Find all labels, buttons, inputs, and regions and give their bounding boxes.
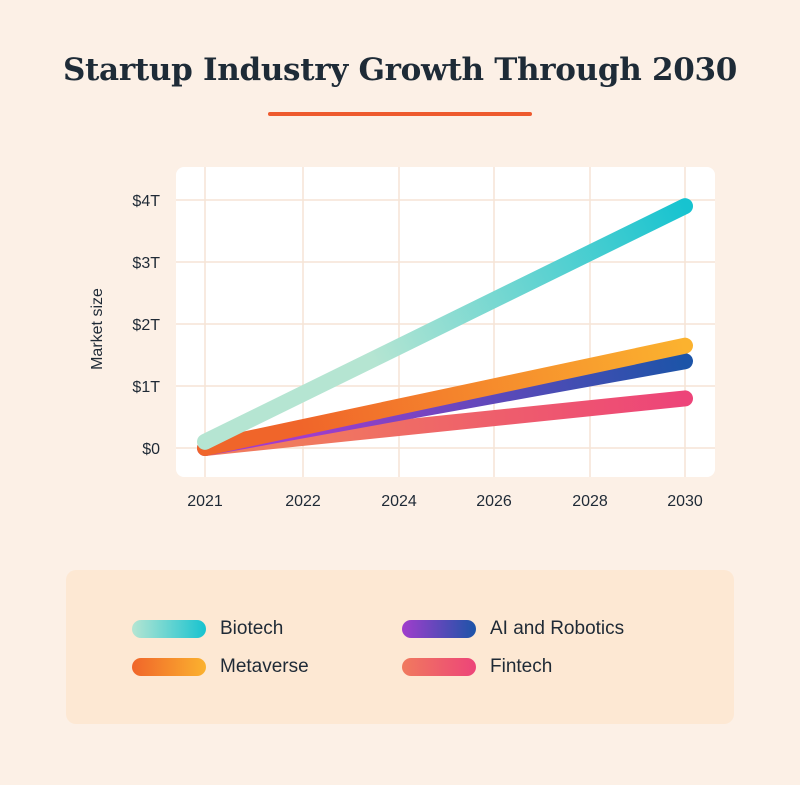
y-axis-label: Market size bbox=[89, 288, 106, 370]
series-group bbox=[197, 198, 693, 456]
legend-swatch bbox=[132, 658, 206, 676]
title-underline bbox=[268, 112, 532, 116]
legend-swatch bbox=[402, 658, 476, 676]
y-tick-label: $0 bbox=[142, 441, 160, 458]
legend-swatch bbox=[402, 620, 476, 638]
legend-item-biotech: Biotech bbox=[132, 618, 283, 640]
legend-item-ai-and-robotics: AI and Robotics bbox=[402, 618, 624, 640]
line-chart: $0$1T$2T$3T$4T 2021 2022 2024 2026 2028 2030 … bbox=[89, 167, 715, 510]
x-axis-ticks: 2021 2022 2024 2026 2028 2030 bbox=[187, 493, 703, 510]
legend: Biotech AI and Robotics Metaverse Fintec… bbox=[66, 570, 734, 724]
legend-label: AI and Robotics bbox=[490, 618, 625, 639]
y-axis-ticks: $0 $1T $2T $3T $4T bbox=[132, 193, 160, 458]
legend-item-fintech: Fintech bbox=[402, 656, 552, 678]
legend-label: Metaverse bbox=[220, 656, 309, 677]
x-tick-label: 2022 bbox=[285, 493, 321, 510]
y-tick-label: $3T bbox=[132, 255, 160, 272]
x-tick-label: 2028 bbox=[572, 493, 608, 510]
x-tick-label: 2026 bbox=[476, 493, 512, 510]
series-line-metaverse bbox=[197, 337, 693, 456]
legend-label: Fintech bbox=[490, 656, 553, 677]
series-line-biotech bbox=[197, 198, 693, 450]
legend-label: Biotech bbox=[220, 618, 284, 639]
legend-item-metaverse: Metaverse bbox=[132, 656, 309, 678]
x-tick-label: 2021 bbox=[187, 493, 223, 510]
x-tick-label: 2030 bbox=[667, 493, 703, 510]
x-tick-label: 2024 bbox=[381, 493, 417, 510]
y-tick-label: $2T bbox=[132, 317, 160, 334]
legend-swatch bbox=[132, 620, 206, 638]
chart-title: Startup Industry Growth Through 2030 bbox=[62, 52, 738, 88]
y-tick-label: $4T bbox=[132, 193, 160, 210]
y-tick-label: $1T bbox=[132, 379, 160, 396]
